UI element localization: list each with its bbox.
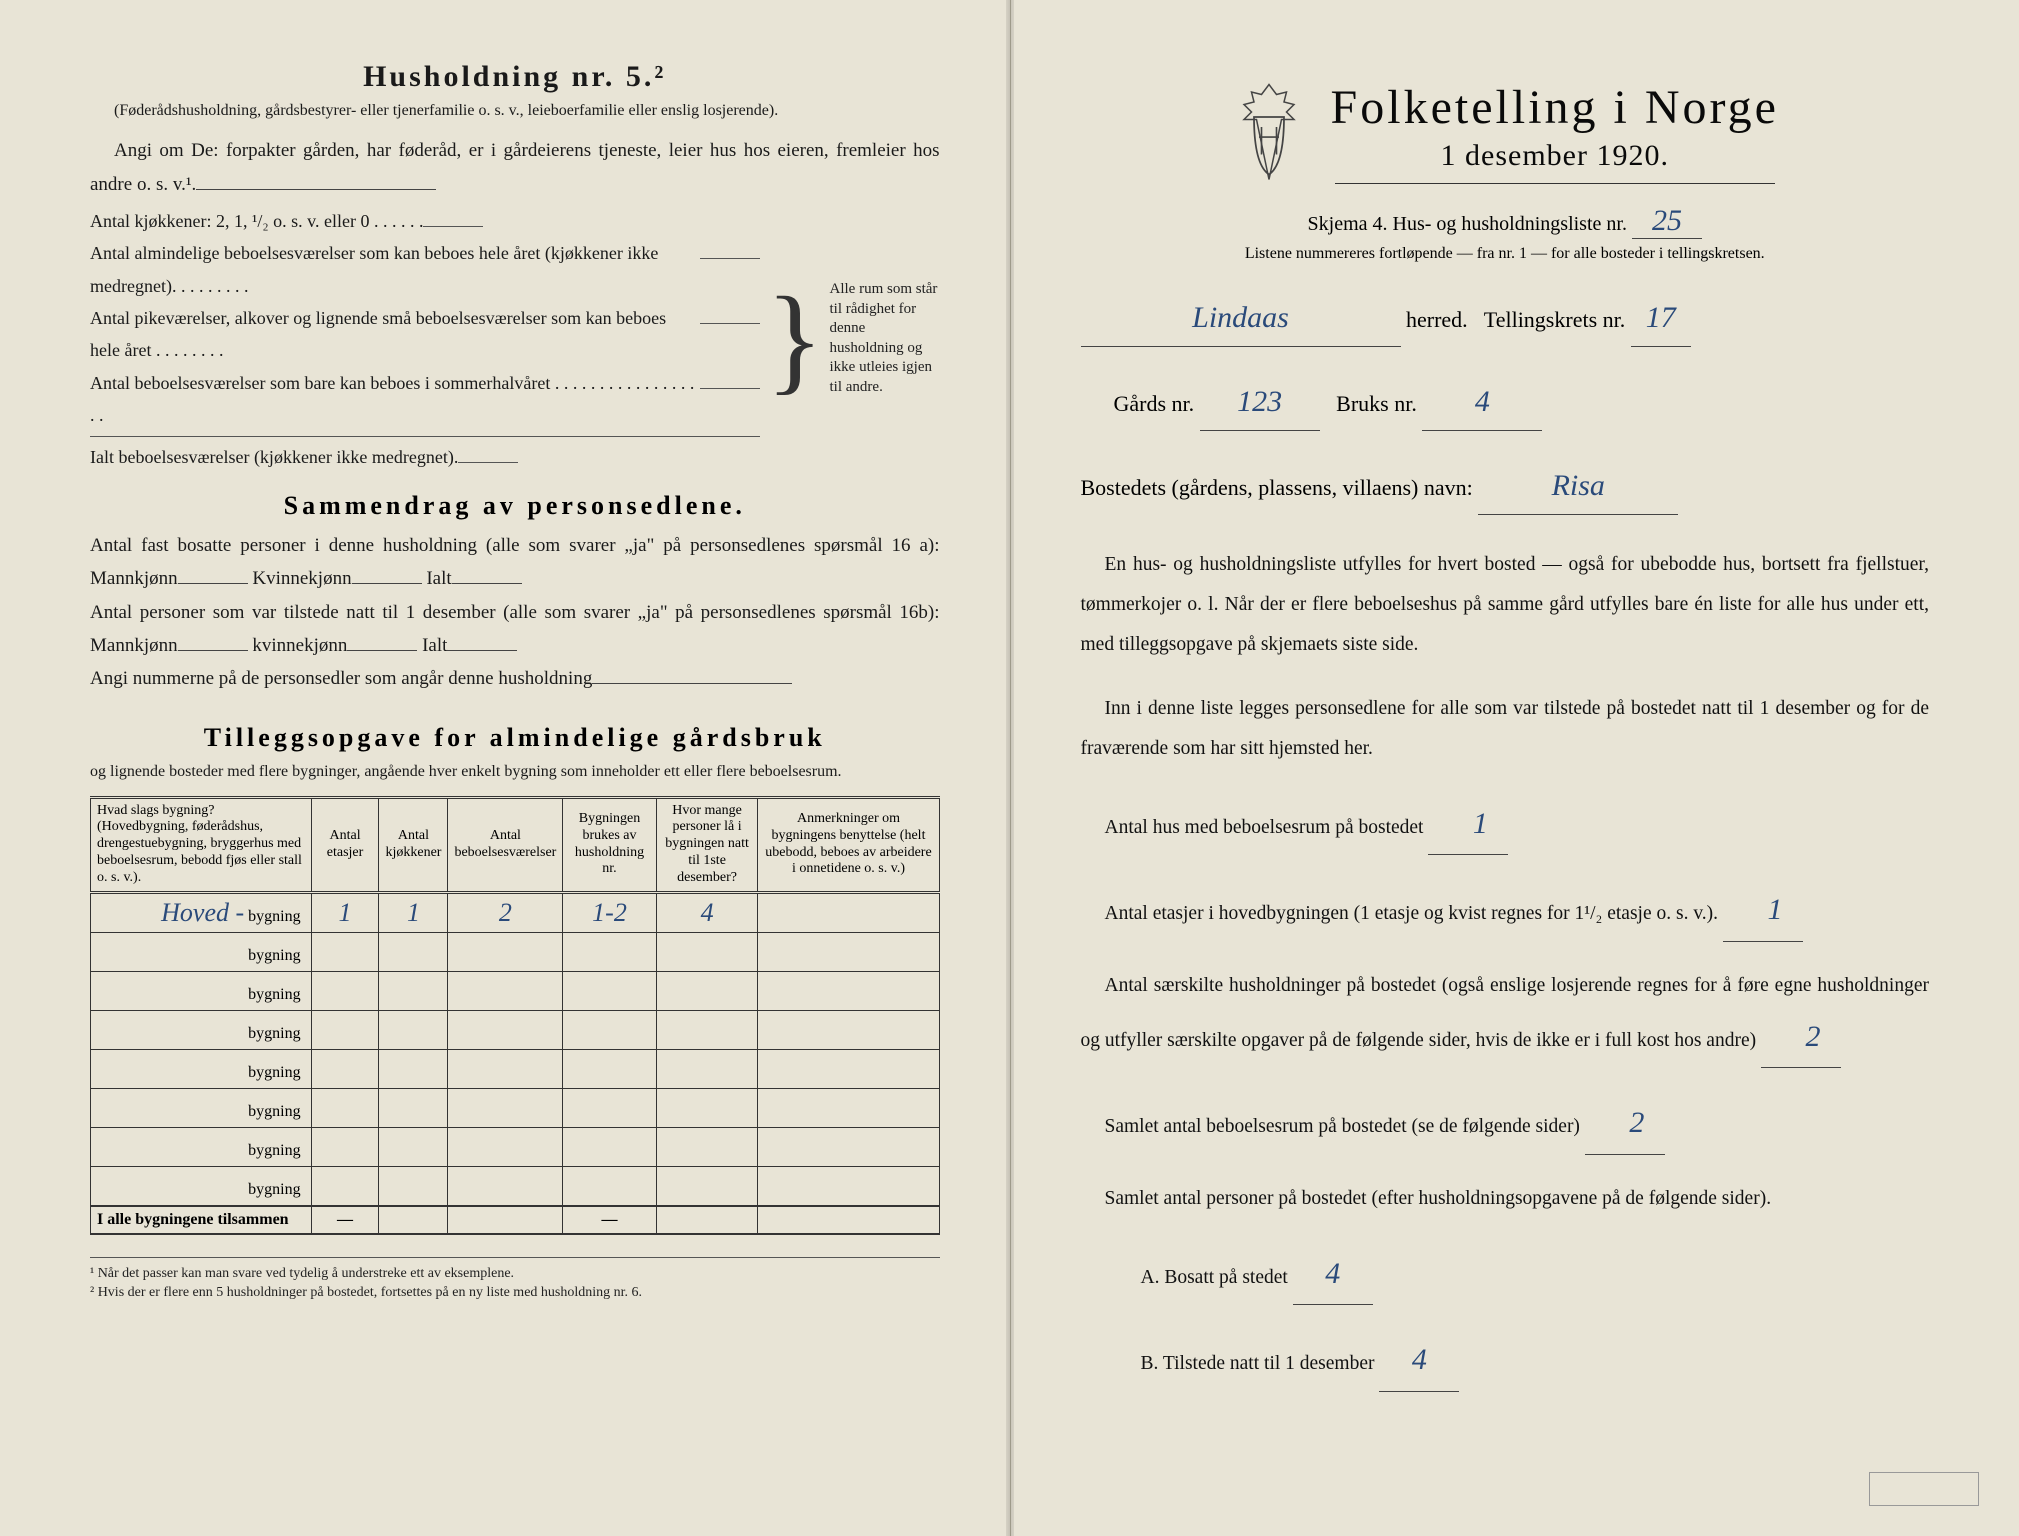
census-date: 1 desember 1920. [1335,139,1775,184]
bosted-value: Risa [1478,457,1678,515]
q4: Samlet antal beboelsesrum på bostedet (s… [1081,1092,1930,1155]
qB-value: 4 [1379,1329,1459,1392]
s2-line1: Antal fast bosatte personer i denne hush… [90,529,940,596]
household-heading: Husholdning nr. 5.² [90,60,940,94]
brace-note: Alle rum som står til rådighet for denne… [830,280,940,397]
table-row: Hoved - bygning1121-24 [91,892,940,932]
printer-stamp [1869,1472,1979,1506]
q3: Antal særskilte husholdninger på bostede… [1081,966,1930,1068]
table-footer-row: I alle bygningene tilsammen — — [91,1206,940,1234]
table-row: bygning [91,1010,940,1049]
q1: Antal hus med beboelsesrum på bostedet 1 [1081,793,1930,856]
q4-value: 2 [1585,1092,1665,1155]
th-1: Antal etasjer [311,797,379,892]
th-3: Antal beboelsesværelser [448,797,563,892]
th-5: Hvor mange personer lå i bygningen natt … [656,797,758,892]
s3-intro: og lignende bosteder med flere bygninger… [90,761,940,783]
right-para1: En hus- og husholdningsliste utfylles fo… [1081,545,1930,665]
main-title: Folketelling i Norge [1331,80,1779,135]
liste-nr: 25 [1632,204,1702,239]
footnotes: ¹ Når det passer kan man svare ved tydel… [90,1257,940,1303]
crest-icon [1231,82,1307,182]
qA-value: 4 [1293,1243,1373,1306]
q1-value: 1 [1428,793,1508,856]
gards-row: Gårds nr. 123 Bruks nr. 4 [1081,373,1930,431]
section3-title: Tilleggsopgave for almindelige gårdsbruk [90,723,940,753]
q2-value: 1 [1723,879,1803,942]
brace-item-1: Antal almindelige beboelsesværelser som … [90,237,760,302]
section2-title: Sammendrag av personsedlene. [90,491,940,521]
table-row: bygning [91,1049,940,1088]
table-row: bygning [91,971,940,1010]
right-page: Folketelling i Norge 1 desember 1920. Sk… [1010,0,2019,1536]
q5: Samlet antal personer på bostedet (efter… [1081,1179,1930,1219]
table-row: bygning [91,1088,940,1127]
gards-nr: 123 [1200,373,1320,431]
th-6: Anmerkninger om bygningens benyttelse (h… [758,797,939,892]
brace-item-2: Antal pikeværelser, alkover og lignende … [90,302,760,367]
heading-sub: (Føderådshusholdning, gårdsbestyrer- ell… [90,100,940,122]
th-2: Antal kjøkkener [379,797,448,892]
herred-row: Lindaas herred. Tellingskrets nr. 17 [1081,289,1930,347]
table-row: bygning [91,1166,940,1206]
building-table: Hvad slags bygning? (Hovedbygning, føder… [90,796,940,1235]
th-0: Hvad slags bygning? (Hovedbygning, føder… [91,797,312,892]
footnote-2: ² Hvis der er flere enn 5 husholdninger … [90,1283,940,1303]
qA: A. Bosatt på stedet 4 [1141,1243,1930,1306]
roomcount-block: Antal kjøkkener: 2, 1, ¹/₂ o. s. v. elle… [90,205,940,473]
bosted-row: Bostedets (gårdens, plassens, villaens) … [1081,457,1930,515]
tellingskrets-nr: 17 [1631,289,1691,347]
q3-value: 2 [1761,1006,1841,1069]
th-4: Bygningen brukes av husholdning nr. [563,797,656,892]
brace-item-4: Ialt beboelsesværelser (kjøkkener ikke m… [90,436,760,473]
herred-value: Lindaas [1081,289,1401,347]
para1: Angi om De: forpakter gården, har føderå… [90,134,940,201]
brace-item-0: Antal kjøkkener: 2, 1, ¹/₂ o. s. v. elle… [90,205,760,237]
s2-line3: Angi nummerne på de personsedler som ang… [90,662,940,695]
footnote-1: ¹ Når det passer kan man svare ved tydel… [90,1264,940,1284]
s2-line2: Antal personer som var tilstede natt til… [90,596,940,663]
table-row: bygning [91,932,940,971]
left-page: Husholdning nr. 5.² (Føderådshusholdning… [0,0,1010,1536]
listene-note: Listene nummereres fortløpende — fra nr.… [1081,245,1930,263]
bruks-nr: 4 [1422,373,1542,431]
qB: B. Tilstede natt til 1 desember 4 [1141,1329,1930,1392]
q2: Antal etasjer i hovedbygningen (1 etasje… [1081,879,1930,942]
brace-item-3: Antal beboelsesværelser som bare kan beb… [90,367,760,432]
page-fold [1006,0,1014,1536]
table-row: bygning [91,1127,940,1166]
skjema-line: Skjema 4. Hus- og husholdningsliste nr. … [1081,204,1930,239]
right-para2: Inn i denne liste legges personsedlene f… [1081,689,1930,769]
brace-icon: } [766,249,824,429]
